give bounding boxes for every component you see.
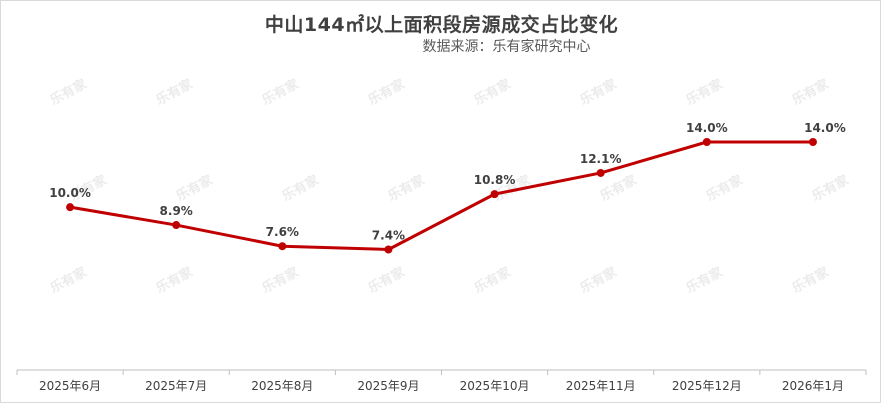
watermark-text: 乐有家 <box>789 264 832 297</box>
x-tick-label: 2025年10月 <box>460 379 530 393</box>
watermark-text: 乐有家 <box>577 76 620 109</box>
watermark-text: 乐有家 <box>259 76 302 109</box>
watermark-text: 乐有家 <box>153 264 196 297</box>
data-point <box>596 168 605 177</box>
data-label: 14.0% <box>686 121 728 135</box>
data-label: 10.8% <box>474 173 516 187</box>
watermark-text: 乐有家 <box>47 264 90 297</box>
x-axis: 2025年6月 2025年7月 2025年8月 2025年9月 2025年10月 2025… <box>16 369 867 393</box>
data-label: 12.1% <box>580 152 622 166</box>
data-label-layer: 10.0% 8.9% 7.6% 7.4% 10.8% 12.1% 14.0% 14.0% <box>49 121 846 242</box>
watermark-text: 乐有家 <box>703 172 746 205</box>
watermark-text: 乐有家 <box>173 172 216 205</box>
watermark-text: 乐有家 <box>471 264 514 297</box>
x-tick-label: 2025年12月 <box>672 379 742 393</box>
series-layer <box>66 138 817 254</box>
data-label: 7.6% <box>266 225 299 239</box>
data-point <box>702 138 711 146</box>
watermark-text: 乐有家 <box>385 172 428 205</box>
watermark-text: 乐有家 <box>683 76 726 109</box>
x-tick-label: 2025年7月 <box>145 379 207 393</box>
data-point <box>172 221 181 230</box>
x-tick-label: 2025年6月 <box>39 379 101 393</box>
watermark-text: 乐有家 <box>153 76 196 109</box>
data-point <box>278 242 287 251</box>
watermark-text: 乐有家 <box>597 172 640 205</box>
x-tick-label: 2026年1月 <box>782 379 844 393</box>
x-tick-label: 2025年9月 <box>357 379 419 393</box>
data-point <box>808 138 817 146</box>
watermark-text: 乐有家 <box>809 172 852 205</box>
x-tick-label: 2025年8月 <box>251 379 313 393</box>
watermark-text: 乐有家 <box>577 264 620 297</box>
chart-title: 中山144㎡以上面积段房源成交占比变化 <box>264 14 619 36</box>
watermark-text: 乐有家 <box>47 76 90 109</box>
x-tick-label: 2025年11月 <box>566 379 636 393</box>
watermark-text: 乐有家 <box>789 76 832 109</box>
data-point <box>384 245 393 254</box>
chart-source: 数据来源：乐有家研究中心 <box>422 39 591 55</box>
watermark-text: 乐有家 <box>471 76 514 109</box>
data-label: 10.0% <box>49 186 91 200</box>
data-label: 14.0% <box>804 121 846 135</box>
watermark-text: 乐有家 <box>365 264 408 297</box>
data-label: 8.9% <box>160 204 193 218</box>
data-point <box>490 190 499 199</box>
watermark-layer: 乐有家 乐有家 乐有家 乐有家 乐有家 乐有家 乐有家 乐有家乐有家 乐有家 乐有家 乐有家 乐有家乐… <box>47 76 852 297</box>
watermark-text: 乐有家 <box>279 172 322 205</box>
series-line <box>68 140 815 251</box>
data-point <box>66 203 75 212</box>
watermark-text: 乐有家 <box>683 264 726 297</box>
data-label: 7.4% <box>372 228 405 242</box>
watermark-text: 乐有家 <box>365 76 408 109</box>
watermark-text: 乐有家 <box>259 264 302 297</box>
